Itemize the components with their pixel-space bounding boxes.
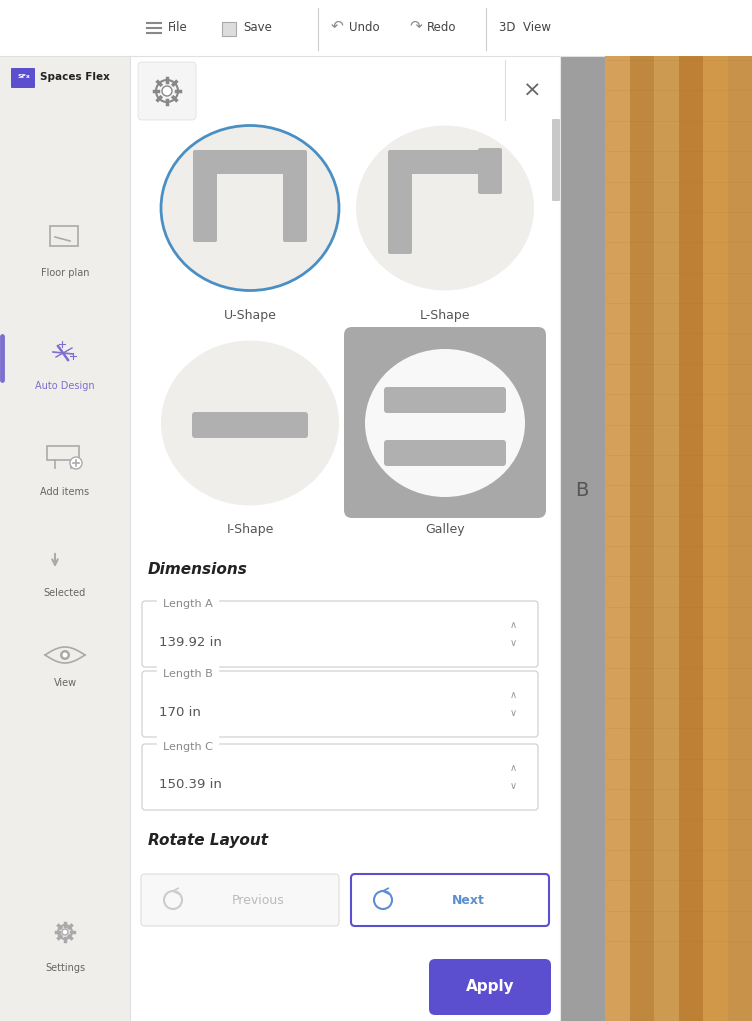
FancyBboxPatch shape [141,874,339,926]
Text: U-Shape: U-Shape [223,308,277,322]
Circle shape [62,652,68,658]
FancyBboxPatch shape [142,744,538,810]
Text: Length C: Length C [163,742,213,752]
FancyBboxPatch shape [703,56,727,1021]
FancyBboxPatch shape [552,119,560,201]
Text: 170 in: 170 in [159,706,201,719]
Text: Settings: Settings [45,963,85,973]
FancyBboxPatch shape [605,56,752,1021]
Text: 3D  View: 3D View [499,21,551,35]
FancyBboxPatch shape [142,601,538,667]
FancyBboxPatch shape [605,56,629,1021]
FancyBboxPatch shape [384,440,506,466]
FancyBboxPatch shape [193,150,307,174]
FancyBboxPatch shape [0,56,130,1021]
Text: Length B: Length B [163,669,213,679]
Ellipse shape [365,349,525,497]
Text: Previous: Previous [232,893,284,907]
FancyBboxPatch shape [727,56,752,1021]
Text: Add items: Add items [41,487,89,497]
FancyBboxPatch shape [192,412,308,438]
Text: ∧: ∧ [509,690,517,700]
Ellipse shape [161,340,339,505]
Text: Save: Save [243,21,272,35]
FancyBboxPatch shape [478,148,502,194]
FancyBboxPatch shape [384,387,506,414]
FancyBboxPatch shape [560,56,752,1021]
FancyBboxPatch shape [654,56,678,1021]
FancyBboxPatch shape [388,168,412,254]
Ellipse shape [161,126,339,291]
Text: Spaces Flex: Spaces Flex [40,72,110,82]
Text: B: B [575,481,589,499]
Text: Redo: Redo [427,21,456,35]
Text: ×: × [523,81,541,101]
Text: ∧: ∧ [509,620,517,630]
Text: Floor plan: Floor plan [41,268,89,278]
Text: ↷: ↷ [409,18,422,34]
Circle shape [60,650,70,660]
Text: ∨: ∨ [509,638,517,648]
Ellipse shape [356,126,534,291]
Text: Rotate Layout: Rotate Layout [148,832,268,847]
Text: L-Shape: L-Shape [420,308,470,322]
Text: 150.39 in: 150.39 in [159,778,222,791]
FancyBboxPatch shape [11,68,35,88]
Text: View: View [53,678,77,688]
FancyBboxPatch shape [678,56,703,1021]
FancyBboxPatch shape [193,168,217,242]
Text: ∨: ∨ [509,781,517,791]
Text: 139.92 in: 139.92 in [159,635,222,648]
Text: Undo: Undo [349,21,380,35]
FancyBboxPatch shape [0,0,752,56]
FancyBboxPatch shape [429,959,551,1015]
Text: Dimensions: Dimensions [148,563,248,578]
Text: Selected: Selected [44,588,86,598]
FancyBboxPatch shape [142,671,538,737]
Text: Apply: Apply [465,979,514,994]
FancyBboxPatch shape [138,62,196,120]
FancyBboxPatch shape [388,150,502,174]
FancyBboxPatch shape [351,874,549,926]
Text: File: File [168,21,188,35]
FancyBboxPatch shape [629,56,654,1021]
Text: SFx: SFx [17,75,30,80]
Text: ∨: ∨ [509,708,517,718]
Text: Galley: Galley [425,524,465,536]
Text: Length A: Length A [163,599,213,609]
Circle shape [162,86,172,96]
Text: ↶: ↶ [331,18,344,34]
Text: I-Shape: I-Shape [226,524,274,536]
Text: Next: Next [451,893,484,907]
Circle shape [62,929,68,935]
Circle shape [70,457,82,469]
Text: Auto Design: Auto Design [35,381,95,391]
FancyBboxPatch shape [344,327,546,518]
FancyBboxPatch shape [130,56,560,1021]
FancyBboxPatch shape [222,22,236,36]
Text: ∧: ∧ [509,763,517,773]
FancyBboxPatch shape [283,168,307,242]
